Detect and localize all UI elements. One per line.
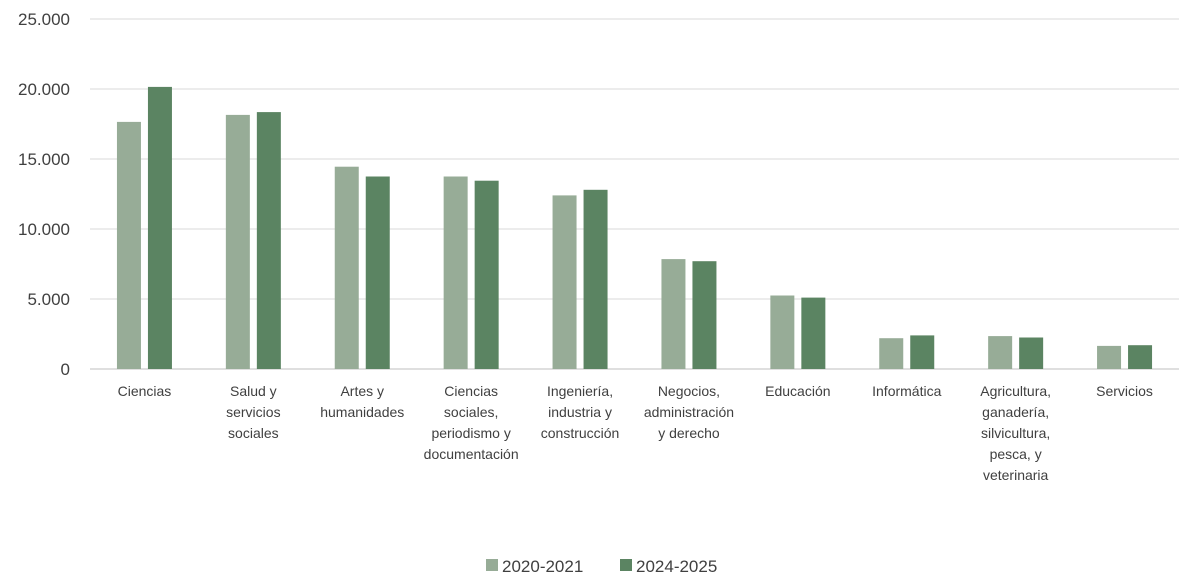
bar-2024-2025 (801, 297, 826, 369)
bar-2024-2025 (910, 335, 935, 369)
bar-2020-2021 (1097, 345, 1122, 369)
bar-2024-2025 (583, 189, 608, 369)
x-tick-label: Ingeniería, industria y construcción (541, 383, 620, 441)
bar-2024-2025 (474, 180, 499, 369)
y-tick-label: 20.000 (18, 80, 70, 99)
y-axis: 0 5.000 10.000 15.000 20.000 25.000 (18, 10, 70, 379)
bar-2020-2021 (879, 338, 904, 369)
bar-2024-2025 (1128, 345, 1153, 369)
bar-2020-2021 (225, 114, 250, 370)
x-tick-label: Agricultura, ganadería, silvicultura, pesca… (980, 383, 1051, 483)
bar-2024-2025 (256, 112, 281, 369)
legend-label: 2020-2021 (502, 557, 583, 576)
bar-2020-2021 (661, 259, 686, 369)
bar-2020-2021 (552, 195, 577, 369)
legend-label: 2024-2025 (636, 557, 717, 576)
gridlines (90, 18, 1179, 370)
legend-swatch (620, 559, 632, 571)
x-tick-label: Ciencias sociales, periodismo y documentaci… (424, 383, 519, 462)
x-tick-label: Artes y humanidades (320, 383, 404, 420)
x-tick-label: Educación (765, 383, 830, 399)
bar-2020-2021 (770, 295, 795, 369)
bar-2020-2021 (116, 121, 141, 370)
y-tick-label: 25.000 (18, 10, 70, 29)
bar-2020-2021 (988, 336, 1013, 369)
x-tick-label: Ciencias (118, 383, 172, 399)
bar-2024-2025 (1019, 337, 1044, 369)
legend-swatch (486, 559, 498, 571)
bars (116, 86, 1153, 370)
bar-2024-2025 (365, 176, 390, 369)
y-tick-label: 15.000 (18, 150, 70, 169)
bar-2020-2021 (443, 176, 468, 369)
bar-2020-2021 (334, 166, 359, 369)
bar-2024-2025 (692, 261, 717, 369)
x-tick-label: Servicios (1096, 383, 1153, 399)
y-tick-label: 5.000 (27, 290, 70, 309)
bar-2024-2025 (147, 86, 172, 370)
x-tick-label: Informática (872, 383, 941, 399)
y-tick-label: 0 (61, 360, 70, 379)
x-tick-label: Negocios, administración y derecho (644, 383, 734, 441)
y-tick-label: 10.000 (18, 220, 70, 239)
legend: 2020-2021 2024-2025 (486, 557, 717, 576)
x-tick-label: Salud y servicios sociales (226, 383, 280, 441)
